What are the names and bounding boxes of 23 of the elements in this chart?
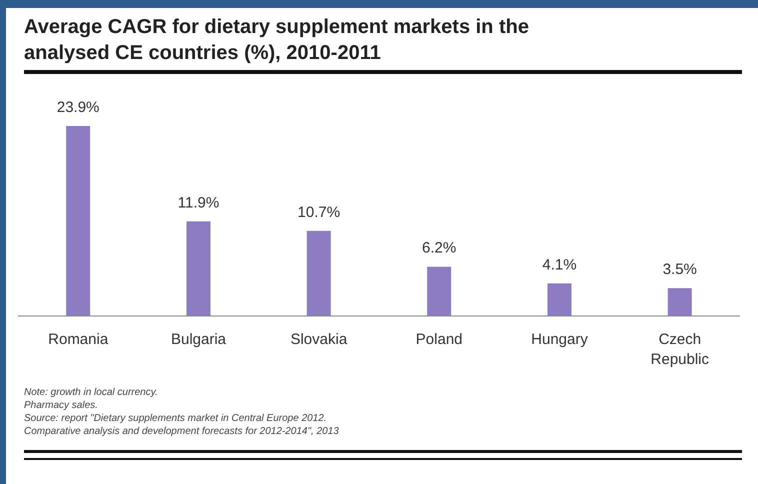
bar (547, 283, 572, 316)
data-label: 4.1% (542, 256, 577, 274)
data-label: 23.9% (56, 99, 100, 116)
bar (186, 221, 210, 316)
x-tick-label: Romania (48, 331, 109, 348)
data-label: 6.2% (422, 240, 456, 257)
bar (668, 288, 692, 316)
data-label: 11.9% (178, 194, 220, 212)
x-tick-label: Bulgaria (170, 331, 227, 348)
data-label: 3.5% (662, 261, 697, 278)
text: Comparative analysis and development forecasts for 2012-2014", 2013 (24, 425, 340, 438)
bar (427, 266, 452, 316)
bar (306, 230, 331, 316)
x-tick-label: Slovakia (290, 331, 348, 348)
data-label: 10.7% (298, 204, 340, 221)
chart-title: Average CAGR for dietary supplement markets in the analysed CE countries (%), 2010-2011 (24, 15, 530, 66)
x-tick-label: Hungary (531, 331, 588, 348)
text: Pharmacy sales. (24, 399, 99, 412)
x-tick-label: Czech Republic (650, 331, 710, 368)
source-note: Source: report "Dietary supplements market in Central Europe 2012. (24, 412, 328, 425)
x-tick-label: Poland (416, 331, 463, 348)
bar (66, 126, 90, 316)
text: Note: growth in local currency. (24, 386, 159, 399)
